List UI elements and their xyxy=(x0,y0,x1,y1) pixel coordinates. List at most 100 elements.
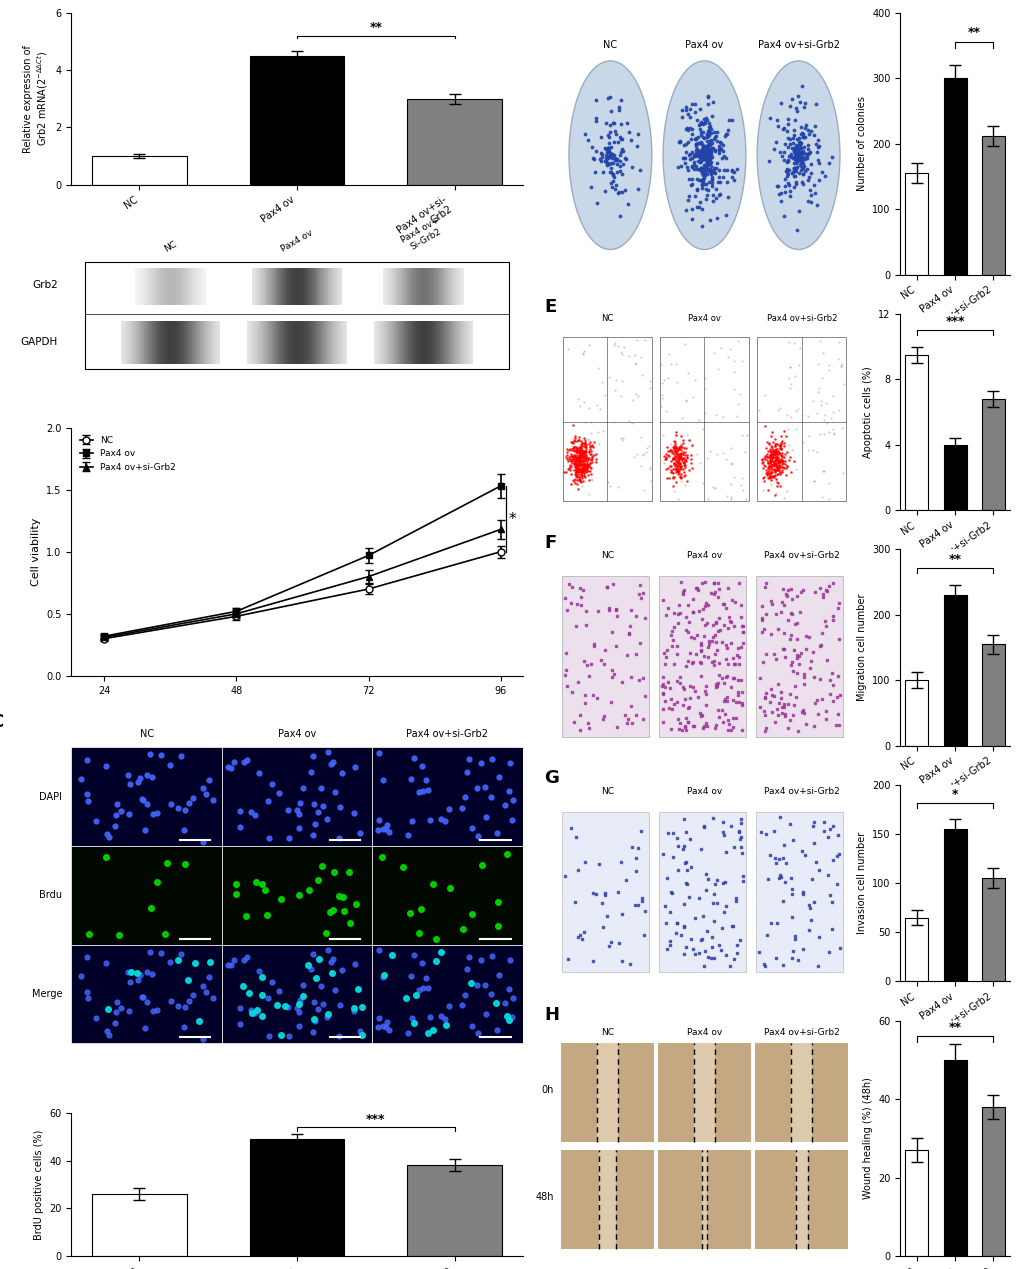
Point xyxy=(664,448,681,468)
Point xyxy=(163,793,179,813)
Point xyxy=(669,835,686,855)
Point xyxy=(603,146,620,166)
Point xyxy=(576,392,592,412)
Point xyxy=(370,1016,386,1037)
Point xyxy=(654,699,671,720)
Point xyxy=(668,454,685,475)
Point xyxy=(790,145,806,165)
Bar xyxy=(658,576,746,737)
Point xyxy=(580,430,596,450)
Point xyxy=(580,398,596,419)
Point xyxy=(577,459,593,480)
Point xyxy=(254,967,270,987)
Point xyxy=(616,148,633,169)
Point xyxy=(677,466,693,486)
Point xyxy=(729,637,745,657)
Point xyxy=(700,133,716,154)
Point xyxy=(584,437,600,457)
Point xyxy=(824,609,841,629)
Bar xyxy=(598,1150,615,1249)
Point xyxy=(672,463,688,483)
Point xyxy=(623,129,639,150)
Legend: NC, Pax4 ov, Pax4 ov+si-Grb2: NC, Pax4 ov, Pax4 ov+si-Grb2 xyxy=(75,433,179,476)
Point xyxy=(566,454,582,475)
Point xyxy=(567,447,583,467)
Point xyxy=(697,155,713,175)
Point xyxy=(157,924,173,944)
Point xyxy=(566,471,582,491)
Point xyxy=(294,778,311,798)
Point xyxy=(780,368,796,388)
Point xyxy=(574,458,590,478)
Point xyxy=(806,581,822,602)
Point xyxy=(698,123,714,143)
Point xyxy=(341,914,358,934)
Point xyxy=(571,459,587,480)
Point xyxy=(324,751,340,772)
Point xyxy=(129,970,146,990)
Point xyxy=(268,995,284,1015)
Point xyxy=(827,714,844,735)
Point xyxy=(700,113,716,133)
Point xyxy=(801,426,817,447)
Point xyxy=(788,154,804,174)
Point xyxy=(755,467,771,487)
Point xyxy=(573,461,589,481)
Point xyxy=(226,753,243,773)
Point xyxy=(691,119,707,140)
Text: Pax4 ov: Pax4 ov xyxy=(277,730,316,740)
Point xyxy=(653,386,669,406)
Point xyxy=(399,825,416,845)
Point xyxy=(661,457,678,477)
Point xyxy=(687,187,703,207)
Point xyxy=(810,928,826,948)
Point xyxy=(205,987,221,1008)
Point xyxy=(569,439,585,459)
Point xyxy=(756,704,772,725)
Point xyxy=(559,458,576,478)
Point xyxy=(804,642,820,662)
Point xyxy=(718,124,735,145)
Point xyxy=(692,157,708,178)
Point xyxy=(668,914,685,934)
Point xyxy=(609,132,626,152)
Point xyxy=(701,440,717,461)
Point xyxy=(707,632,723,652)
Point xyxy=(582,457,598,477)
Point xyxy=(573,440,589,461)
Point xyxy=(569,456,585,476)
Point xyxy=(757,438,773,458)
Point xyxy=(774,579,791,599)
Y-axis label: Migration cell number: Migration cell number xyxy=(856,594,866,702)
Point xyxy=(696,155,712,175)
Point xyxy=(600,937,616,957)
Point xyxy=(587,448,603,468)
Point xyxy=(470,1023,486,1043)
Point xyxy=(336,901,353,921)
Point xyxy=(567,457,583,477)
Point xyxy=(776,704,793,725)
Point xyxy=(775,118,792,138)
Point xyxy=(571,442,587,462)
Point xyxy=(697,684,713,704)
Point xyxy=(580,448,596,468)
Point xyxy=(688,138,704,159)
Point xyxy=(693,151,709,171)
Point xyxy=(276,995,292,1015)
Point xyxy=(695,145,711,165)
Point xyxy=(786,148,802,169)
Point xyxy=(602,157,619,178)
Point xyxy=(249,1000,265,1020)
Point xyxy=(569,466,585,486)
Point xyxy=(477,1004,493,1024)
Point xyxy=(564,459,580,480)
Point xyxy=(306,991,322,1011)
Point xyxy=(564,415,580,435)
Point xyxy=(788,220,804,240)
Point xyxy=(604,164,621,184)
Point xyxy=(354,1025,370,1046)
Point xyxy=(823,892,840,912)
Point xyxy=(629,444,645,464)
Point xyxy=(623,695,639,716)
Point xyxy=(790,146,806,166)
